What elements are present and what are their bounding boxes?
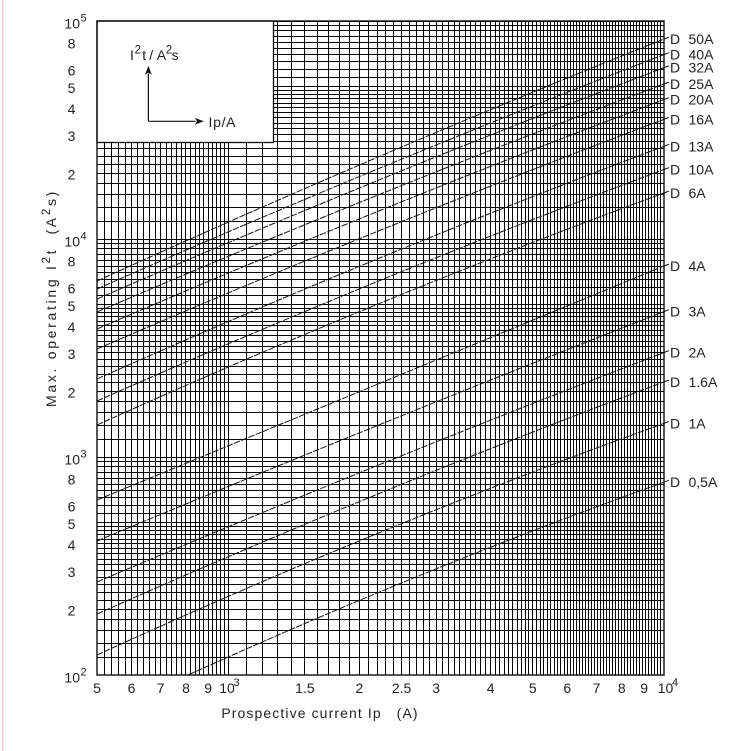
svg-text:50A: 50A	[689, 31, 715, 47]
svg-text:1.5: 1.5	[295, 680, 315, 696]
svg-text:t: t	[142, 47, 146, 63]
svg-text:4: 4	[81, 230, 87, 242]
svg-text:2: 2	[68, 603, 76, 619]
svg-text:6: 6	[68, 281, 76, 297]
svg-text:20A: 20A	[689, 92, 715, 108]
svg-text:7: 7	[157, 680, 165, 696]
svg-text:4A: 4A	[689, 258, 707, 274]
svg-text:1A: 1A	[689, 415, 707, 431]
svg-text:1.6A: 1.6A	[689, 374, 718, 390]
svg-text:D: D	[670, 60, 680, 76]
svg-text:D: D	[670, 185, 680, 201]
svg-text:D: D	[670, 47, 680, 63]
svg-text:5: 5	[529, 680, 537, 696]
svg-text:9: 9	[204, 680, 212, 696]
svg-text:3: 3	[234, 677, 240, 689]
svg-text:2: 2	[68, 167, 76, 183]
svg-text:2: 2	[81, 666, 87, 678]
svg-text:D: D	[670, 162, 680, 178]
svg-text:8: 8	[68, 471, 76, 487]
svg-text:5: 5	[81, 12, 87, 24]
svg-text:32A: 32A	[689, 60, 715, 76]
svg-text:Ip/A: Ip/A	[209, 114, 237, 130]
svg-text:6: 6	[563, 680, 571, 696]
svg-text:2A: 2A	[689, 345, 707, 361]
svg-text:2: 2	[166, 45, 172, 57]
svg-text:s: s	[172, 47, 179, 63]
svg-text:6: 6	[128, 680, 136, 696]
svg-text:10: 10	[219, 680, 235, 696]
svg-text:4: 4	[68, 319, 76, 335]
svg-text:5: 5	[68, 516, 76, 532]
svg-text:8: 8	[618, 680, 626, 696]
svg-text:D: D	[670, 474, 680, 490]
svg-text:3: 3	[68, 128, 76, 144]
svg-text:0,5A: 0,5A	[689, 474, 718, 490]
svg-text:4: 4	[672, 677, 678, 689]
svg-text:6: 6	[68, 63, 76, 79]
svg-text:D: D	[670, 92, 680, 108]
svg-text:7: 7	[593, 680, 601, 696]
svg-text:6A: 6A	[689, 185, 707, 201]
svg-text:9: 9	[640, 680, 648, 696]
svg-text:D: D	[670, 138, 680, 154]
svg-text:D: D	[670, 345, 680, 361]
svg-text:3: 3	[68, 564, 76, 580]
svg-text:10: 10	[64, 669, 80, 685]
svg-text:D: D	[670, 374, 680, 390]
svg-text:16A: 16A	[689, 111, 715, 127]
svg-text:3: 3	[81, 448, 87, 460]
svg-text:2.5: 2.5	[392, 680, 412, 696]
svg-text:6: 6	[68, 499, 76, 515]
svg-text:3: 3	[68, 346, 76, 362]
svg-text:D: D	[670, 31, 680, 47]
svg-text:D: D	[670, 304, 680, 320]
svg-text:2: 2	[356, 680, 364, 696]
svg-text:I: I	[130, 47, 134, 63]
svg-text:4: 4	[68, 537, 76, 553]
svg-text:5: 5	[68, 298, 76, 314]
svg-text:10: 10	[658, 680, 674, 696]
svg-text:D: D	[670, 415, 680, 431]
svg-text:D: D	[670, 111, 680, 127]
svg-text:3A: 3A	[689, 304, 707, 320]
svg-text:4: 4	[487, 680, 495, 696]
svg-text:Max. operating I2t (A2s): Max. operating I2t (A2s)	[41, 189, 59, 407]
svg-text:5: 5	[93, 680, 101, 696]
svg-text:8: 8	[68, 35, 76, 51]
svg-text:10: 10	[64, 15, 80, 31]
svg-text:10: 10	[64, 233, 80, 249]
svg-text:A: A	[157, 47, 167, 63]
svg-text:Prospective current Ip (A): Prospective current Ip (A)	[221, 705, 418, 721]
svg-text:8: 8	[68, 253, 76, 269]
svg-text:13A: 13A	[689, 138, 715, 154]
svg-text:D: D	[670, 76, 680, 92]
svg-text:10: 10	[64, 451, 80, 467]
svg-text:4: 4	[68, 101, 76, 117]
svg-text:5: 5	[68, 80, 76, 96]
svg-text:3: 3	[432, 680, 440, 696]
svg-text:D: D	[670, 258, 680, 274]
svg-text:2: 2	[135, 45, 141, 57]
svg-text:25A: 25A	[689, 76, 715, 92]
svg-text:/: /	[149, 47, 153, 63]
svg-text:40A: 40A	[689, 47, 715, 63]
svg-text:2: 2	[68, 385, 76, 401]
svg-text:8: 8	[182, 680, 190, 696]
svg-text:10A: 10A	[689, 162, 715, 178]
